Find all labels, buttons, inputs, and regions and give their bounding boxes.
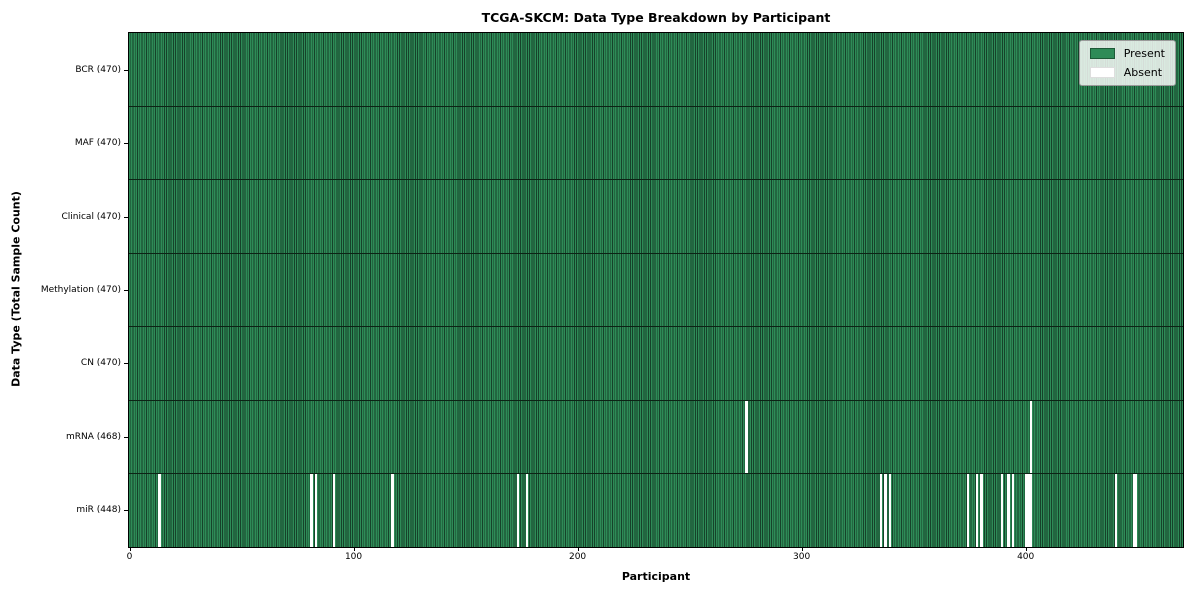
absent-gap — [1114, 474, 1118, 548]
absent-gap — [332, 474, 336, 548]
absent-gap — [975, 474, 979, 548]
chart-title: TCGA-SKCM: Data Type Breakdown by Partic… — [481, 10, 831, 25]
x-tick-mark — [577, 547, 579, 551]
absent-gap — [158, 474, 161, 548]
legend-label: Present — [1123, 47, 1165, 60]
y-tick-mark — [124, 436, 128, 438]
absent-gap — [884, 474, 887, 548]
y-tick-mark — [124, 143, 128, 145]
absent-gap — [1134, 474, 1138, 548]
absent-gap — [1000, 474, 1004, 548]
x-tick-label: 300 — [793, 552, 811, 562]
absent-gap — [1132, 474, 1136, 548]
x-tick-label: 200 — [568, 552, 587, 562]
y-axis: BCR (470) MAF (470) Clinical (470) Methylat… — [0, 0, 121, 600]
heatmap-row-mir — [129, 473, 1183, 548]
absent-gap — [525, 474, 529, 548]
legend-swatch-absent — [1089, 67, 1115, 78]
y-tick-mark — [124, 363, 128, 365]
absent-gap — [314, 474, 318, 548]
heatmap-row-clinical — [129, 179, 1183, 253]
absent-gap — [391, 474, 394, 548]
y-tick-mark — [124, 216, 128, 218]
y-tick-label: mRNA (468) — [66, 431, 121, 442]
x-tick-label: 400 — [1017, 552, 1035, 562]
absent-gap — [1027, 474, 1030, 548]
heatmap-row-bcr — [129, 33, 1183, 106]
x-axis-label: Participant — [621, 570, 691, 583]
legend-swatch-present — [1089, 48, 1115, 59]
x-tick-mark — [801, 547, 803, 551]
absent-gap — [1029, 400, 1033, 474]
absent-gap — [1011, 474, 1015, 548]
y-tick-mark — [124, 290, 128, 291]
x-tick-mark — [353, 547, 355, 551]
heatmap-rows — [129, 33, 1183, 548]
y-tick-label: MAF (470) — [74, 138, 121, 149]
y-tick-label: Clinical (470) — [61, 211, 121, 222]
heatmap-row-maf — [129, 105, 1183, 180]
y-tick-label: CN (470) — [80, 358, 121, 369]
absent-gap — [745, 400, 748, 474]
legend-label: Absent — [1123, 66, 1163, 79]
absent-gap — [1025, 474, 1028, 548]
y-tick-mark — [124, 70, 128, 72]
y-tick-mark — [124, 509, 128, 511]
absent-gap — [310, 474, 313, 548]
y-tick-label: Methylation (470) — [40, 285, 121, 295]
heatmap-row-cn — [129, 326, 1183, 400]
absent-gap — [1007, 474, 1010, 548]
absent-gap — [966, 474, 970, 548]
heatmap-row-mrna — [129, 399, 1183, 474]
absent-gap — [980, 474, 983, 548]
absent-gap — [879, 474, 883, 548]
x-tick-label: 0 — [126, 552, 133, 562]
y-tick-label: miR (448) — [76, 504, 121, 515]
legend-item: Present — [1089, 47, 1165, 60]
legend: Present Absent — [1078, 40, 1176, 86]
x-tick-mark — [1025, 547, 1027, 551]
absent-gap — [1029, 474, 1033, 548]
y-tick-label: BCR (470) — [75, 65, 121, 76]
plot-area: Present Absent — [128, 32, 1184, 548]
x-tick-label: 100 — [344, 552, 363, 562]
absent-gap — [888, 474, 892, 548]
legend-item: Absent — [1089, 66, 1165, 79]
x-tick-mark — [129, 547, 131, 551]
absent-gap — [516, 474, 520, 548]
heatmap-row-methylation — [129, 252, 1183, 327]
